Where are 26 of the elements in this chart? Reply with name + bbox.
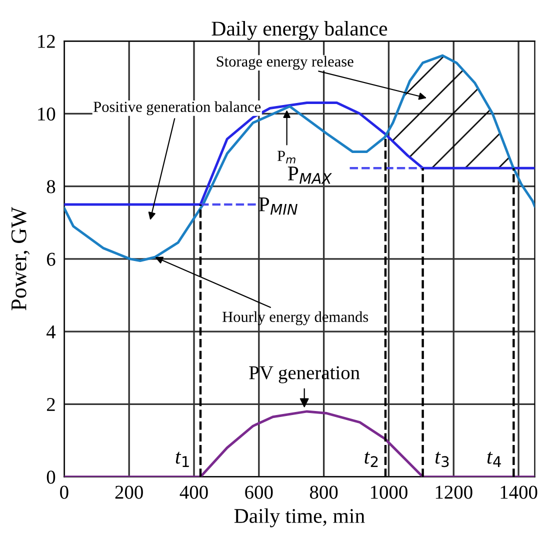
annotation: t$_{2}$ bbox=[364, 452, 378, 467]
y-tick-label: 2 bbox=[46, 398, 55, 411]
line-series bbox=[64, 54, 535, 262]
x-tick-label: 0 bbox=[60, 486, 68, 499]
annotation: Storage energy release bbox=[216, 56, 354, 70]
annotation: P$_{m}$ bbox=[277, 150, 296, 164]
chart-title: Daily energy balance bbox=[212, 21, 388, 40]
y-tick-label: 6 bbox=[46, 252, 56, 266]
x-axis-title: Daily time, min bbox=[234, 508, 365, 528]
x-tick-label: 1200 bbox=[436, 486, 472, 499]
x-tick-label: 400 bbox=[180, 486, 208, 499]
annotation: Positive generation balance bbox=[94, 101, 261, 116]
y-tick-label: 12 bbox=[38, 34, 55, 48]
annotation: t$_{4}$ bbox=[487, 452, 501, 467]
x-tick-label: 1000 bbox=[370, 486, 408, 499]
y-tick-label: 8 bbox=[46, 180, 56, 194]
y-tick-label: 0 bbox=[46, 470, 56, 484]
annotation: t$_{1}$ bbox=[176, 452, 189, 467]
y-tick-label: 4 bbox=[46, 326, 56, 338]
x-tick-label: 800 bbox=[310, 486, 338, 499]
x-tick-label: 200 bbox=[115, 486, 143, 499]
y-axis-title: Power, GW bbox=[11, 206, 30, 310]
y-tick-label: 10 bbox=[38, 107, 56, 121]
x-tick-label: 1400 bbox=[500, 486, 538, 499]
annotation: t$_{3}$ bbox=[435, 452, 449, 468]
x-tick-label: 600 bbox=[245, 486, 273, 499]
